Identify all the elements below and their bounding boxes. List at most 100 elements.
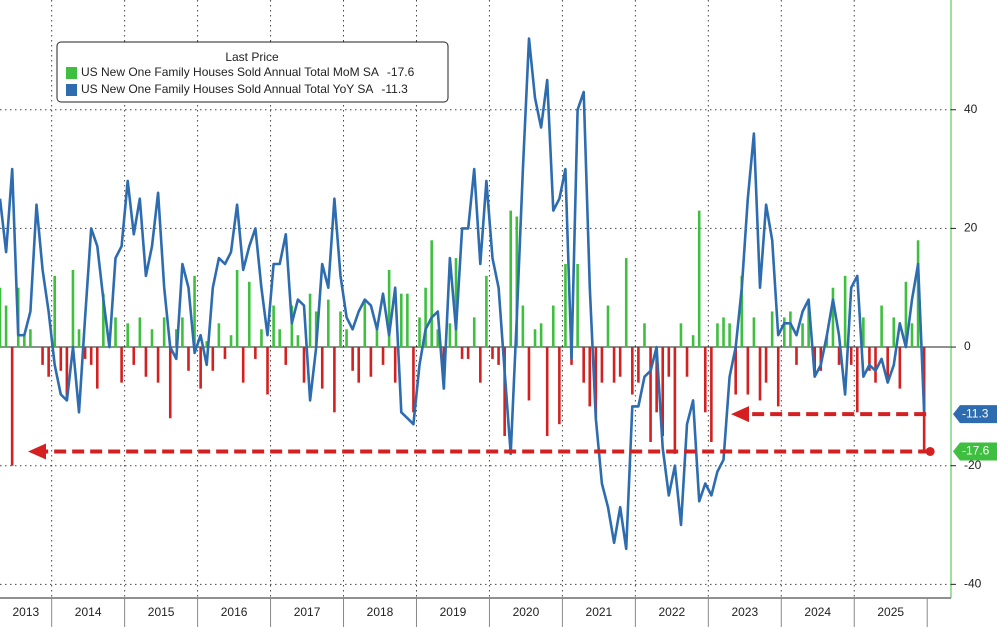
bar bbox=[369, 347, 373, 377]
bar bbox=[618, 347, 622, 377]
annotation-dot bbox=[925, 446, 935, 456]
bar bbox=[144, 347, 148, 377]
bar bbox=[740, 275, 744, 348]
x-tick-label: 2022 bbox=[658, 605, 685, 619]
bar bbox=[241, 347, 245, 383]
annotation-arrowhead bbox=[28, 443, 46, 460]
bar bbox=[843, 275, 847, 348]
bar bbox=[59, 347, 63, 371]
bar bbox=[509, 210, 513, 348]
bar bbox=[448, 323, 452, 348]
bar bbox=[734, 347, 737, 395]
legend-swatch bbox=[66, 67, 77, 79]
bar bbox=[491, 347, 494, 359]
x-tick-label: 2016 bbox=[221, 605, 248, 619]
bar bbox=[855, 347, 859, 413]
x-tick-label: 2021 bbox=[586, 605, 613, 619]
x-tick-label: 2015 bbox=[148, 605, 175, 619]
bar bbox=[837, 347, 841, 365]
bar bbox=[716, 323, 719, 348]
bar bbox=[95, 347, 99, 389]
bar bbox=[412, 347, 415, 413]
bar bbox=[874, 347, 877, 383]
bar bbox=[278, 329, 281, 348]
x-tick-label: 2024 bbox=[804, 605, 831, 619]
bar bbox=[898, 347, 902, 389]
bar bbox=[193, 275, 196, 348]
bar bbox=[302, 347, 306, 383]
bar bbox=[539, 323, 543, 348]
bar bbox=[472, 317, 476, 348]
bar bbox=[697, 210, 701, 348]
bar bbox=[661, 347, 665, 437]
bar bbox=[120, 347, 123, 383]
bar bbox=[211, 347, 215, 371]
bar bbox=[746, 347, 750, 395]
x-tick-label: 2023 bbox=[731, 605, 758, 619]
bar bbox=[357, 347, 361, 383]
x-tick-label: 2019 bbox=[440, 605, 467, 619]
bar bbox=[77, 329, 81, 348]
bar bbox=[892, 317, 896, 348]
y-tick-label: 0 bbox=[964, 339, 971, 353]
bar bbox=[175, 329, 178, 348]
bar bbox=[205, 341, 209, 348]
bar bbox=[637, 347, 640, 383]
bar bbox=[436, 329, 440, 348]
bar bbox=[497, 347, 500, 365]
bar bbox=[339, 311, 342, 348]
bar bbox=[399, 293, 403, 348]
annotation-arrowhead bbox=[731, 406, 749, 423]
value-tag-label: -17.6 bbox=[962, 444, 990, 458]
bar bbox=[254, 347, 257, 359]
legend-value: -11.3 bbox=[381, 82, 408, 96]
value-tag-label: -11.3 bbox=[962, 406, 989, 420]
bar bbox=[503, 347, 506, 437]
bar bbox=[247, 281, 251, 348]
bar bbox=[521, 305, 525, 348]
bar bbox=[710, 347, 713, 442]
x-tick-label: 2018 bbox=[367, 605, 394, 619]
bar bbox=[649, 347, 652, 442]
bar bbox=[223, 347, 227, 359]
legend-name: US New One Family Houses Sold Annual Tot… bbox=[81, 82, 373, 96]
legend: Last Price US New One Family Houses Sold… bbox=[56, 41, 449, 103]
bar bbox=[114, 317, 117, 348]
bar bbox=[351, 347, 354, 371]
bar bbox=[10, 347, 14, 466]
bar bbox=[685, 347, 689, 377]
bar bbox=[679, 323, 683, 348]
bar bbox=[776, 347, 780, 407]
legend-box bbox=[56, 41, 449, 103]
plot-area bbox=[0, 0, 951, 598]
bar bbox=[47, 347, 50, 377]
bar bbox=[424, 287, 427, 348]
bar bbox=[728, 323, 731, 348]
bar bbox=[545, 347, 549, 437]
value-tag bbox=[953, 405, 997, 424]
bar bbox=[594, 347, 598, 419]
legend-value: -17.6 bbox=[387, 65, 415, 79]
bar bbox=[527, 347, 531, 401]
bar bbox=[308, 293, 312, 348]
bar bbox=[624, 258, 628, 348]
bar bbox=[886, 347, 889, 383]
bar bbox=[65, 347, 69, 401]
bar bbox=[485, 275, 488, 348]
bar bbox=[606, 305, 610, 348]
bar bbox=[375, 323, 379, 348]
bar bbox=[187, 347, 190, 371]
bar bbox=[272, 305, 275, 348]
bar bbox=[156, 347, 160, 383]
bar bbox=[764, 347, 768, 383]
bar bbox=[162, 317, 166, 348]
bar bbox=[290, 305, 294, 348]
bar bbox=[4, 305, 8, 348]
bar bbox=[132, 347, 136, 365]
bar bbox=[460, 347, 464, 359]
x-tick-label: 2020 bbox=[513, 605, 540, 619]
bar bbox=[168, 347, 172, 419]
bar bbox=[138, 317, 142, 348]
bar bbox=[0, 287, 2, 348]
bar bbox=[770, 311, 774, 348]
